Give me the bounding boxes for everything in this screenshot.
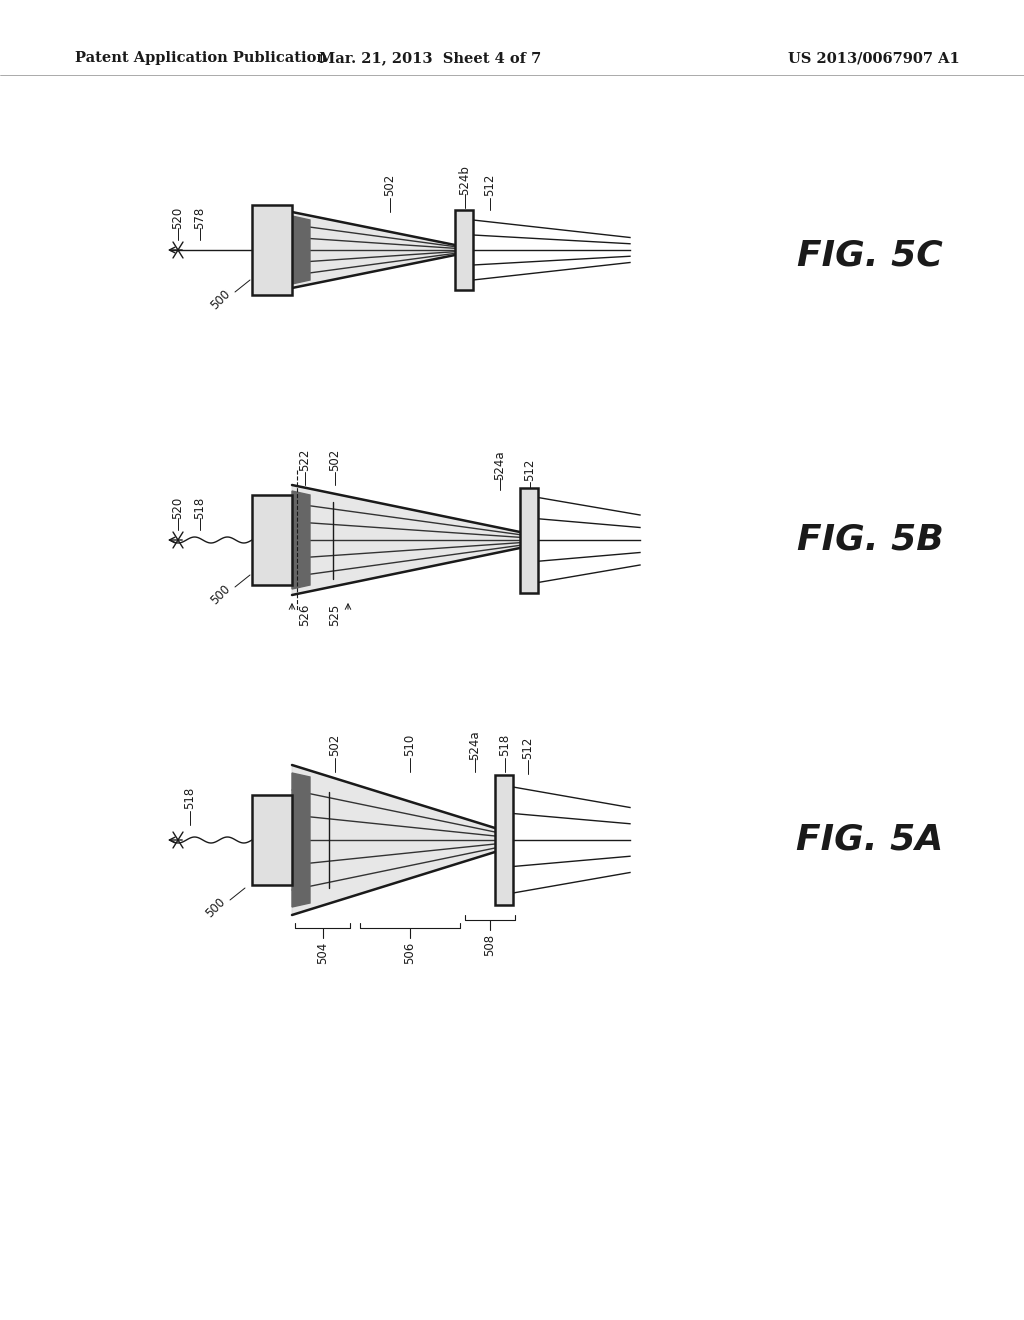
Text: 512: 512: [483, 174, 497, 197]
Bar: [252, 205, 292, 294]
Text: 502: 502: [329, 734, 341, 756]
Text: 506: 506: [403, 942, 417, 964]
Polygon shape: [292, 766, 495, 915]
Polygon shape: [292, 491, 310, 589]
Text: 524b: 524b: [459, 165, 471, 195]
Polygon shape: [292, 774, 310, 907]
Text: 500: 500: [208, 582, 232, 607]
Text: 512: 512: [521, 737, 535, 759]
Polygon shape: [292, 484, 520, 595]
Text: 520: 520: [171, 207, 184, 230]
Text: 518: 518: [183, 787, 197, 809]
Text: 510: 510: [403, 734, 417, 756]
Bar: [520, 487, 538, 593]
Text: 508: 508: [483, 935, 497, 956]
Text: 502: 502: [329, 449, 341, 471]
Bar: [252, 495, 292, 585]
Text: 526: 526: [299, 603, 311, 626]
Text: 518: 518: [499, 734, 512, 756]
Polygon shape: [292, 216, 310, 284]
Text: 522: 522: [299, 449, 311, 471]
Text: Mar. 21, 2013  Sheet 4 of 7: Mar. 21, 2013 Sheet 4 of 7: [318, 51, 541, 65]
Text: 500: 500: [208, 288, 232, 313]
Text: Patent Application Publication: Patent Application Publication: [75, 51, 327, 65]
Text: 525: 525: [329, 603, 341, 626]
Bar: [252, 795, 292, 884]
Polygon shape: [292, 213, 455, 288]
Bar: [495, 775, 513, 906]
Bar: [455, 210, 473, 290]
Text: FIG. 5C: FIG. 5C: [797, 238, 943, 272]
Text: 504: 504: [316, 942, 329, 964]
Text: 518: 518: [194, 496, 207, 519]
Text: 524a: 524a: [469, 730, 481, 760]
Text: 520: 520: [171, 496, 184, 519]
Text: 502: 502: [384, 174, 396, 197]
Text: FIG. 5A: FIG. 5A: [797, 822, 944, 857]
Text: US 2013/0067907 A1: US 2013/0067907 A1: [788, 51, 961, 65]
Text: FIG. 5B: FIG. 5B: [797, 523, 943, 557]
Text: 578: 578: [194, 207, 207, 230]
Text: 512: 512: [523, 459, 537, 482]
Text: 500: 500: [203, 895, 227, 920]
Text: 524a: 524a: [494, 450, 507, 479]
